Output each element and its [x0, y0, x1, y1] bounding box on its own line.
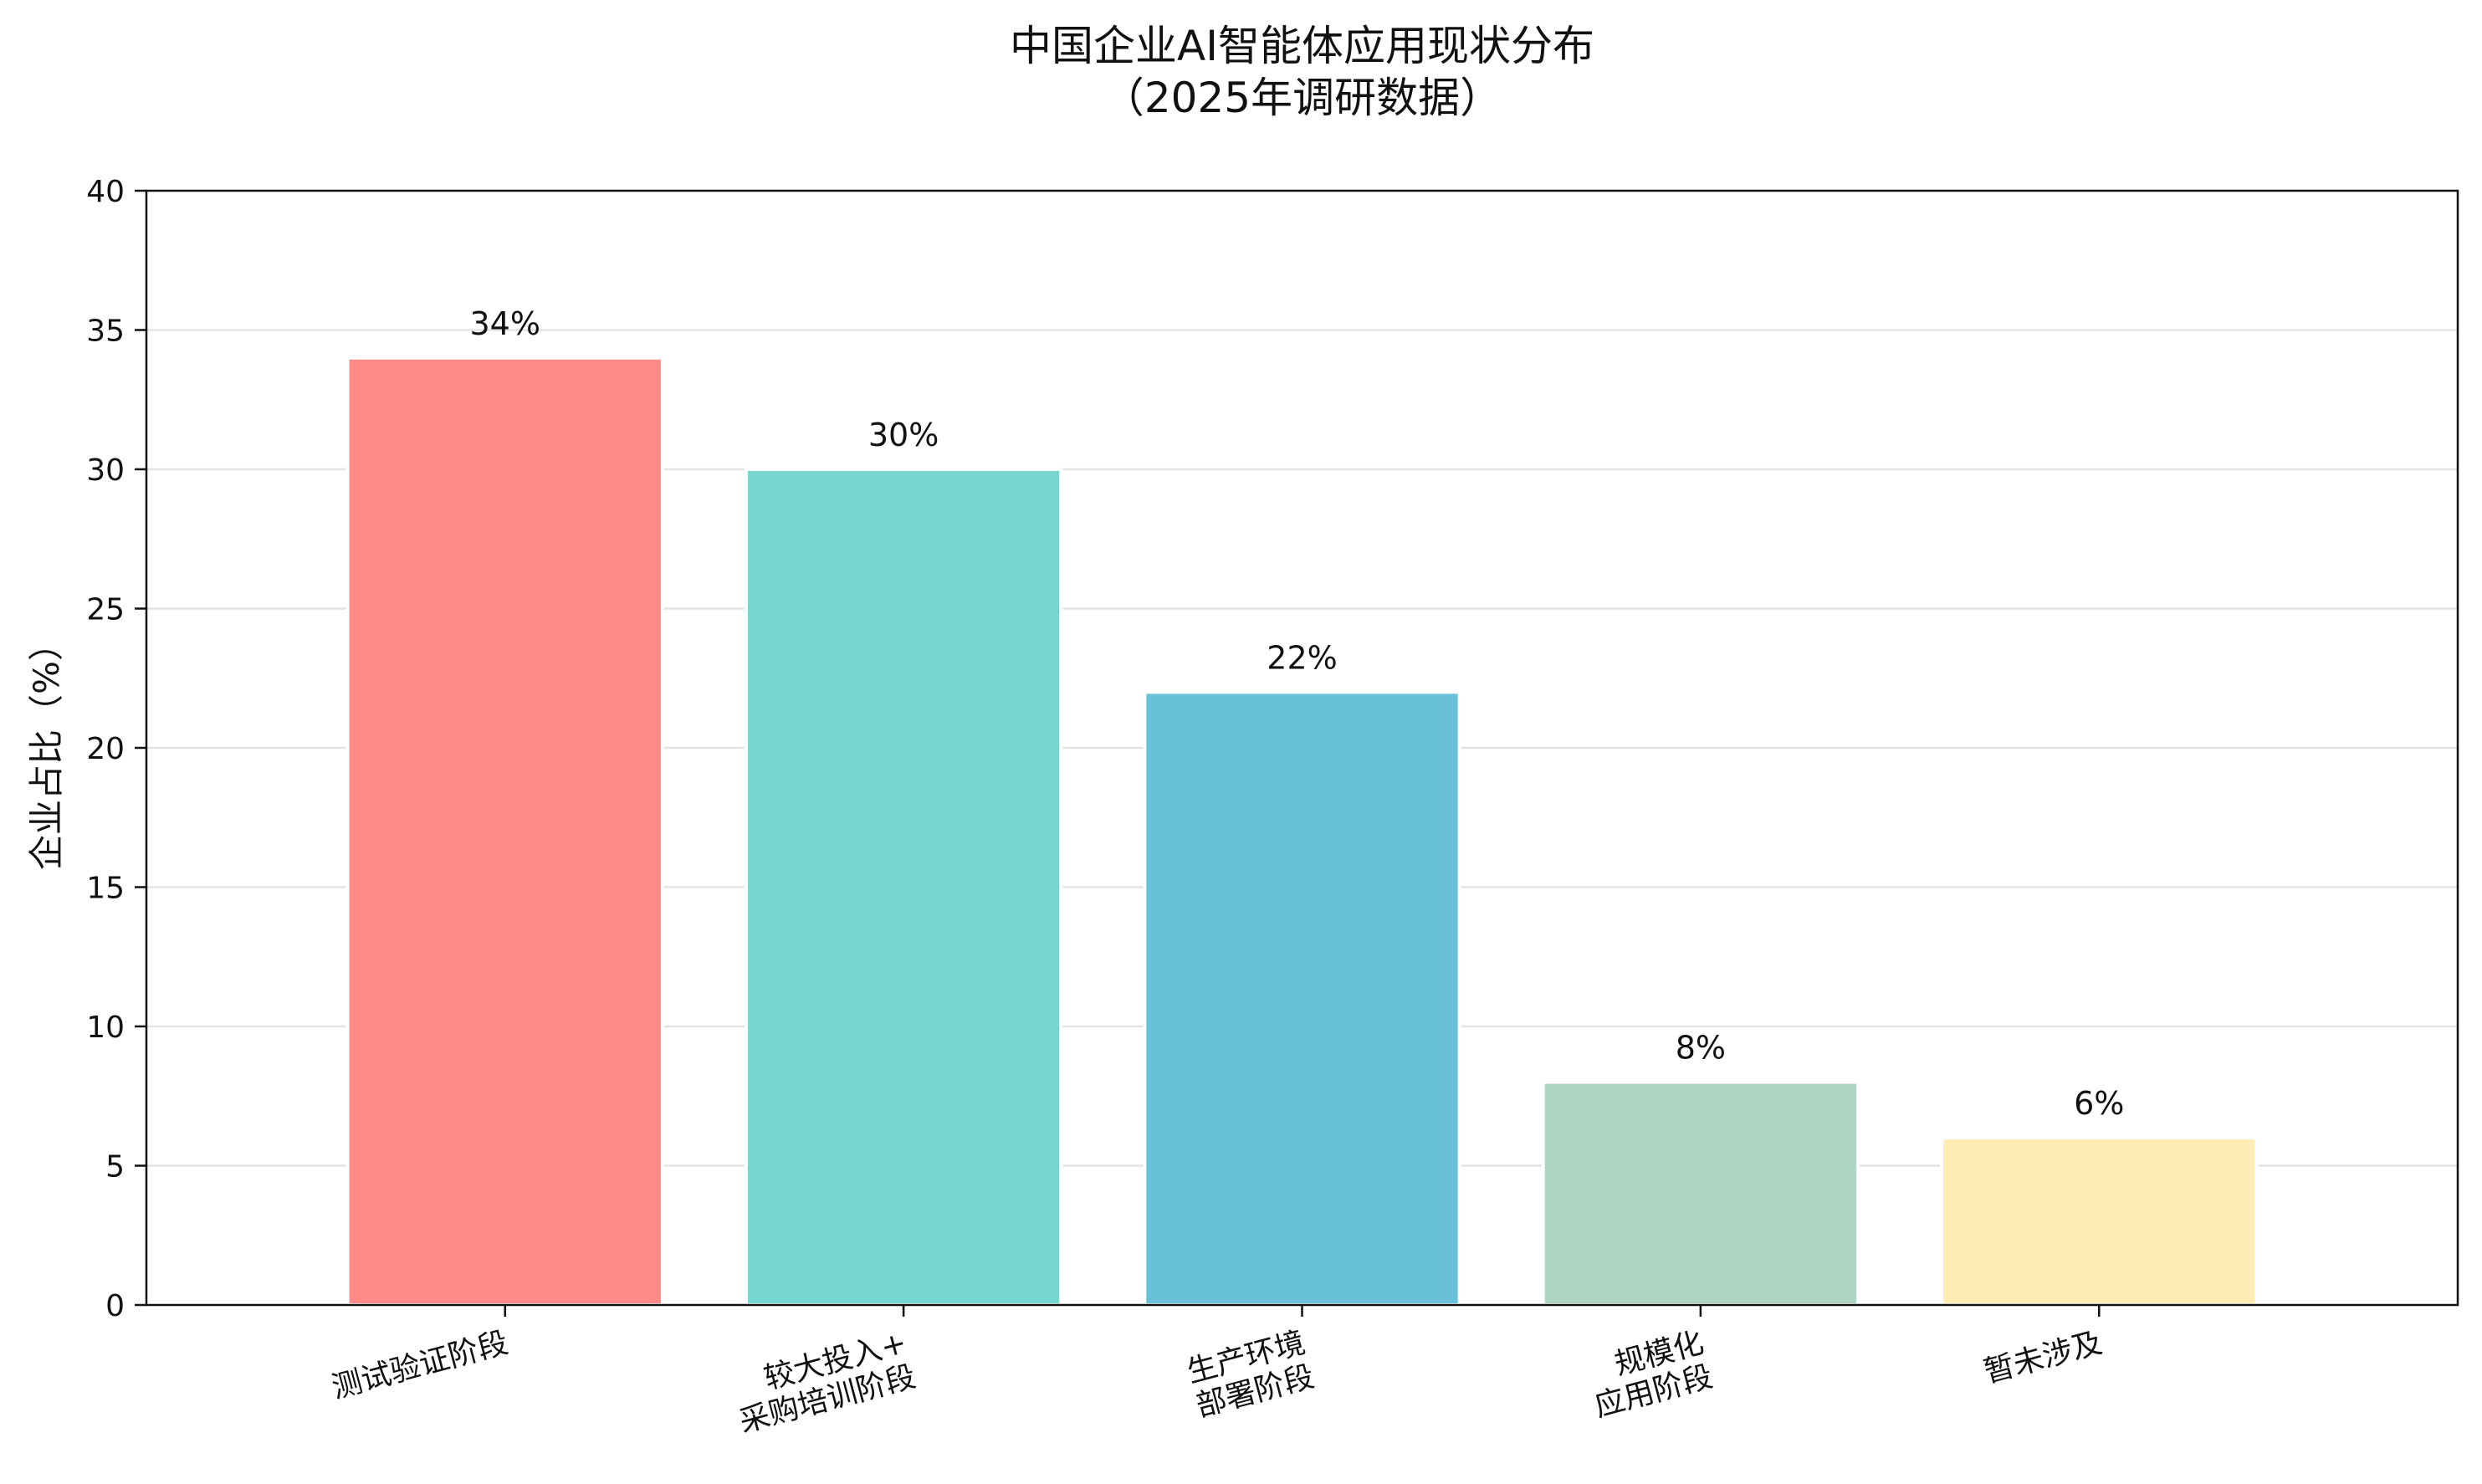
chart-title-line-1: 中国企业AI智能体应用现状分布 [1010, 22, 1594, 70]
y-tick-label-30: 30 [86, 453, 125, 488]
y-tick-label-20: 20 [86, 732, 125, 766]
bar-4 [1541, 1080, 1860, 1307]
bar-value-label-2: 30% [868, 417, 939, 453]
y-tick-label-40: 40 [86, 175, 125, 209]
bar-1 [345, 356, 664, 1307]
bar-value-label-1: 34% [470, 305, 540, 342]
bar-value-label-5: 6% [2074, 1085, 2124, 1122]
y-axis-ticks: 0 5 10 15 20 25 30 35 40 [86, 175, 146, 1323]
bar-2 [744, 468, 1063, 1307]
chart-title-line-2: （2025年调研数据） [1103, 74, 1502, 122]
chart-title: 中国企业AI智能体应用现状分布（2025年调研数据） [1010, 22, 1594, 122]
y-axis-label: 企业占比（%） [26, 626, 67, 870]
y-tick-label-25: 25 [86, 593, 125, 627]
y-tick-label-15: 15 [86, 872, 125, 906]
y-axis-label-text: 企业占比（%） [26, 626, 67, 870]
bar-5 [1940, 1136, 2259, 1307]
value-labels: 34% 30% 22% 8% 6% [470, 305, 2125, 1122]
y-tick-label-35: 35 [86, 315, 125, 349]
y-tick-label-0: 0 [105, 1289, 125, 1323]
y-tick-label-10: 10 [86, 1011, 125, 1045]
y-tick-label-5: 5 [105, 1150, 125, 1185]
bar-value-label-3: 22% [1267, 639, 1337, 676]
bars [345, 356, 2259, 1307]
bar-3 [1143, 690, 1461, 1307]
bar-value-label-4: 8% [1676, 1030, 1726, 1067]
